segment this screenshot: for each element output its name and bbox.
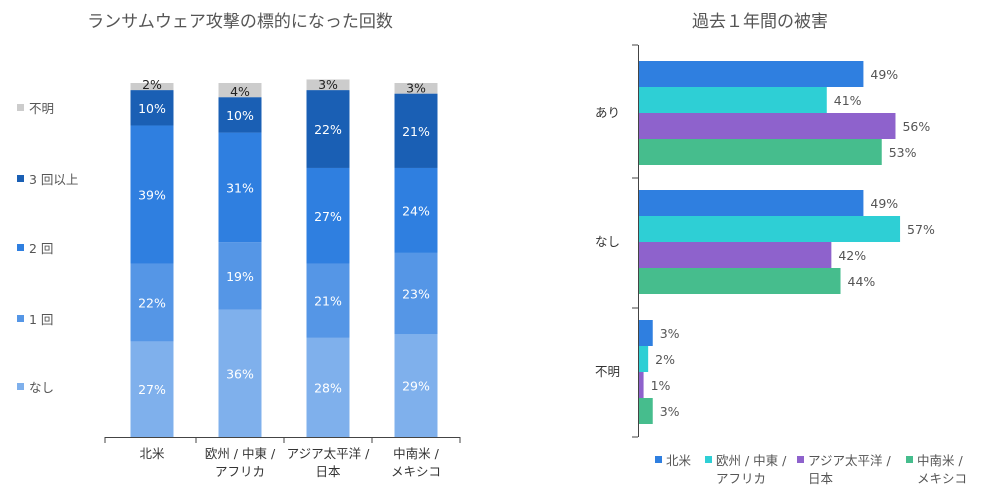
legend-swatch [17, 315, 24, 322]
bar-segment [394, 167, 438, 253]
bar-segment [394, 334, 438, 437]
bar-segment [306, 263, 350, 338]
data-label: 56% [902, 119, 930, 134]
category-label: なし [595, 234, 620, 249]
bar [639, 139, 882, 165]
bar-segment [306, 90, 350, 168]
data-label: 4% [230, 84, 250, 99]
bar-segment [130, 263, 174, 342]
category-label: 中南米 / [393, 446, 439, 461]
category-label: メキシコ [391, 464, 441, 479]
data-label: 39% [138, 188, 166, 203]
bar [639, 268, 841, 294]
right-chart-title: 過去１年間の被害 [692, 12, 828, 32]
data-label: 31% [226, 180, 254, 195]
category-label: 欧州 / 中東 / [205, 446, 276, 461]
bar [639, 87, 827, 113]
left-chart-title: ランサムウェア攻撃の標的になった回数 [87, 12, 393, 32]
legend-label: 日本 [808, 471, 834, 486]
bar-segment [130, 83, 174, 91]
legend-label: 2 回 [29, 241, 53, 256]
legend-label: アフリカ [716, 471, 766, 486]
bar-segment [218, 97, 262, 133]
category-label: アジア太平洋 / [287, 446, 370, 461]
data-label: 24% [402, 203, 430, 218]
category-label: 不明 [595, 364, 620, 379]
bar [639, 113, 896, 139]
data-label: 27% [314, 209, 342, 224]
data-label: 2% [655, 352, 675, 367]
bar-segment [218, 309, 262, 437]
bar [639, 216, 901, 242]
legend-label: メキシコ [917, 471, 967, 486]
data-label: 27% [138, 382, 166, 397]
data-label: 2% [142, 77, 162, 92]
bar-segment [130, 341, 174, 437]
bar [639, 61, 864, 87]
legend-label: 中南米 / [917, 453, 963, 468]
bar-segment [130, 90, 174, 126]
data-label: 10% [226, 108, 254, 123]
bar-segment [218, 83, 262, 98]
legend-swatch [797, 456, 804, 463]
legend-swatch [655, 456, 662, 463]
legend-label: 不明 [29, 101, 54, 116]
data-label: 1% [651, 378, 671, 393]
legend-swatch [17, 104, 24, 111]
legend-label: アジア太平洋 / [808, 453, 891, 468]
data-label: 23% [402, 287, 430, 302]
data-label: 22% [138, 295, 166, 310]
legend-swatch [17, 383, 24, 390]
bar-segment [218, 242, 262, 310]
category-label: 北米 [139, 446, 165, 461]
legend-label: 北米 [666, 453, 692, 468]
legend-swatch [17, 175, 24, 182]
legend-swatch [17, 244, 24, 251]
bar-segment [130, 125, 174, 264]
data-label: 22% [314, 122, 342, 137]
data-label: 42% [838, 248, 866, 263]
bar-segment [394, 93, 438, 168]
legend-label: 欧州 / 中東 / [716, 453, 787, 468]
data-label: 57% [907, 222, 935, 237]
data-label: 49% [870, 67, 898, 82]
data-label: 3% [318, 77, 338, 92]
data-label: 53% [889, 145, 917, 160]
bar-segment [394, 83, 438, 94]
bar-segment [306, 337, 350, 437]
data-label: 21% [314, 294, 342, 309]
data-label: 29% [402, 379, 430, 394]
data-label: 41% [834, 93, 862, 108]
category-label: 日本 [315, 464, 341, 479]
data-label: 36% [226, 366, 254, 381]
bar [639, 242, 832, 268]
category-label: あり [595, 105, 620, 120]
legend-label: なし [29, 380, 54, 395]
data-label: 3% [660, 404, 680, 419]
data-label: 49% [870, 196, 898, 211]
legend-swatch [906, 456, 913, 463]
data-label: 19% [226, 269, 254, 284]
data-label: 3% [660, 326, 680, 341]
data-label: 28% [314, 380, 342, 395]
bar [639, 372, 644, 398]
bar [639, 190, 864, 216]
legend-swatch [705, 456, 712, 463]
legend-label: 3 回以上 [29, 172, 78, 187]
data-label: 44% [848, 274, 876, 289]
data-label: 3% [406, 81, 426, 96]
bar-segment [306, 79, 350, 91]
bar [639, 346, 649, 372]
data-label: 10% [138, 101, 166, 116]
bar [639, 320, 653, 346]
bar [639, 398, 653, 424]
bar-segment [394, 252, 438, 335]
bar-segment [218, 132, 262, 243]
legend-label: 1 回 [29, 312, 53, 327]
data-label: 21% [402, 124, 430, 139]
category-label: アフリカ [215, 464, 265, 479]
bar-segment [306, 167, 350, 264]
